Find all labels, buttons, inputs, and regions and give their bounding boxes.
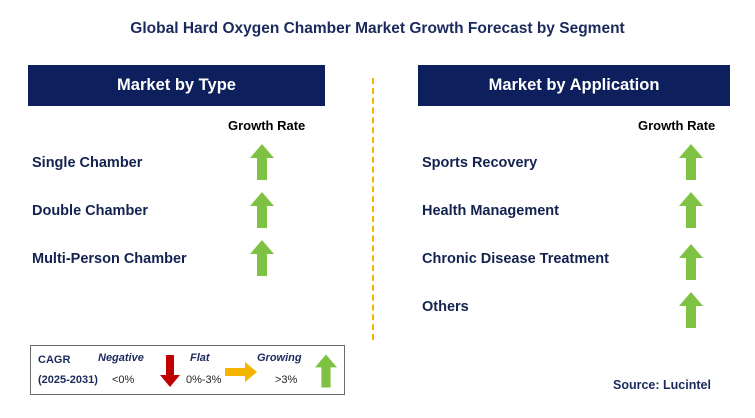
segment-double-chamber: Double Chamber <box>32 203 149 219</box>
application-panel-header: Market by Application <box>418 65 730 106</box>
segment-sports-recovery: Sports Recovery <box>422 155 538 171</box>
up-green-arrow-icon <box>679 292 703 328</box>
up-green-arrow-icon <box>315 354 337 388</box>
cagr-legend: CAGR (2025-2031) Negative <0% Flat 0%-3%… <box>30 345 345 395</box>
legend-period-label: (2025-2031) <box>38 374 98 386</box>
type-growth-rate-label: Growth Rate <box>228 118 306 133</box>
segment-health-management: Health Management <box>422 203 559 219</box>
down-red-arrow-icon <box>160 355 180 387</box>
up-green-arrow-icon <box>250 192 274 228</box>
segment-single-chamber: Single Chamber <box>32 155 143 171</box>
application-growth-rate-label: Growth Rate <box>638 118 716 133</box>
legend-negative-range: <0% <box>112 374 135 386</box>
up-green-arrow-icon <box>250 144 274 180</box>
legend-negative-label: Negative <box>98 352 144 364</box>
right-yellow-arrow-icon <box>225 362 257 382</box>
source-credit: Source: Lucintel <box>613 378 711 392</box>
up-green-arrow-icon <box>679 144 703 180</box>
segment-multi-person-chamber: Multi-Person Chamber <box>32 251 187 267</box>
panel-divider <box>372 78 374 340</box>
legend-growing-label: Growing <box>257 352 302 364</box>
up-green-arrow-icon <box>679 244 703 280</box>
segment-others: Others <box>422 299 469 315</box>
up-green-arrow-icon <box>250 240 274 276</box>
legend-growing-range: >3% <box>275 374 298 386</box>
legend-cagr-label: CAGR <box>38 354 71 366</box>
segment-chronic-disease-treatment: Chronic Disease Treatment <box>422 251 609 267</box>
legend-flat-range: 0%-3% <box>186 374 222 386</box>
up-green-arrow-icon <box>679 192 703 228</box>
chart-title: Global Hard Oxygen Chamber Market Growth… <box>130 20 625 37</box>
type-panel-header: Market by Type <box>28 65 325 106</box>
legend-flat-label: Flat <box>190 352 210 364</box>
